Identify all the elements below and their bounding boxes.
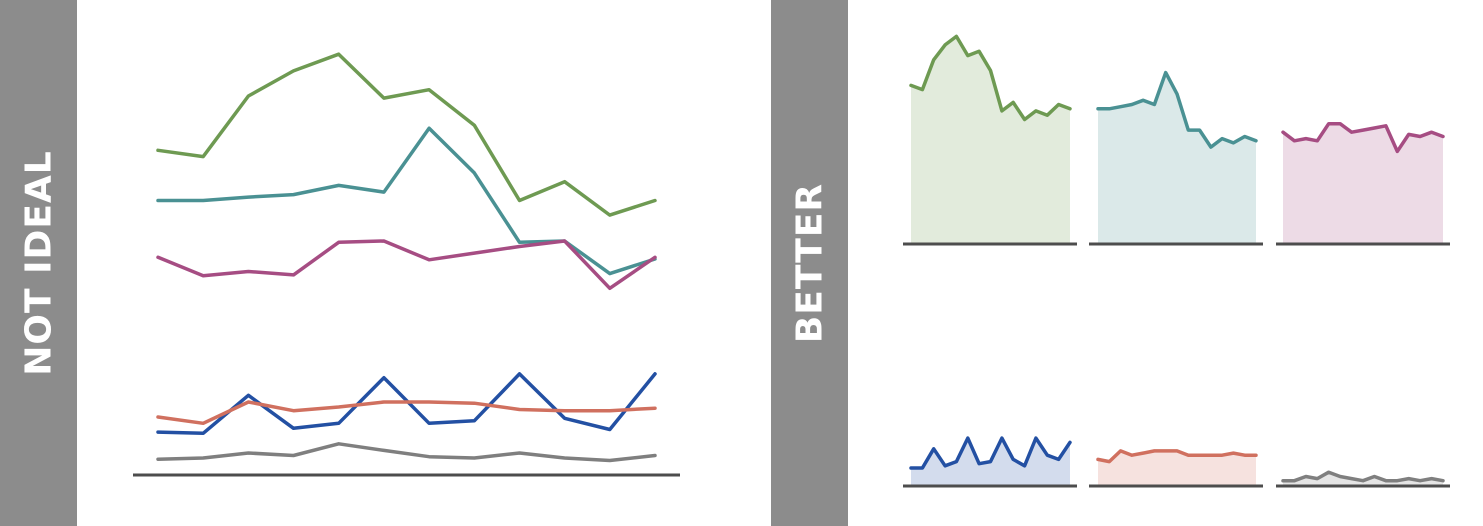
series-line-salmon: [156, 400, 657, 426]
area-fill-gray: [1283, 472, 1443, 485]
not-ideal-line-chart: [133, 52, 680, 477]
series-line-magenta: [156, 239, 657, 291]
area-line-magenta: [1281, 121, 1445, 154]
area-line-teal: [1096, 70, 1258, 149]
series-line-gray: [156, 442, 657, 463]
area-line-salmon: [1096, 449, 1258, 464]
area-fill-magenta: [1283, 123, 1443, 243]
not-ideal-sidebar: NOT IDEAL: [0, 0, 77, 526]
area-fill-blue: [911, 438, 1070, 485]
better-sidebar: BETTER: [771, 0, 848, 526]
area-fill-salmon: [1098, 450, 1256, 485]
area-fill-teal: [1098, 72, 1256, 243]
area-fill-green: [911, 36, 1070, 244]
better-small-multiples: [903, 34, 1450, 488]
area-line-green: [909, 34, 1072, 122]
area-line-gray: [1281, 470, 1445, 483]
series-line-green: [156, 52, 657, 217]
area-line-blue: [909, 436, 1072, 470]
